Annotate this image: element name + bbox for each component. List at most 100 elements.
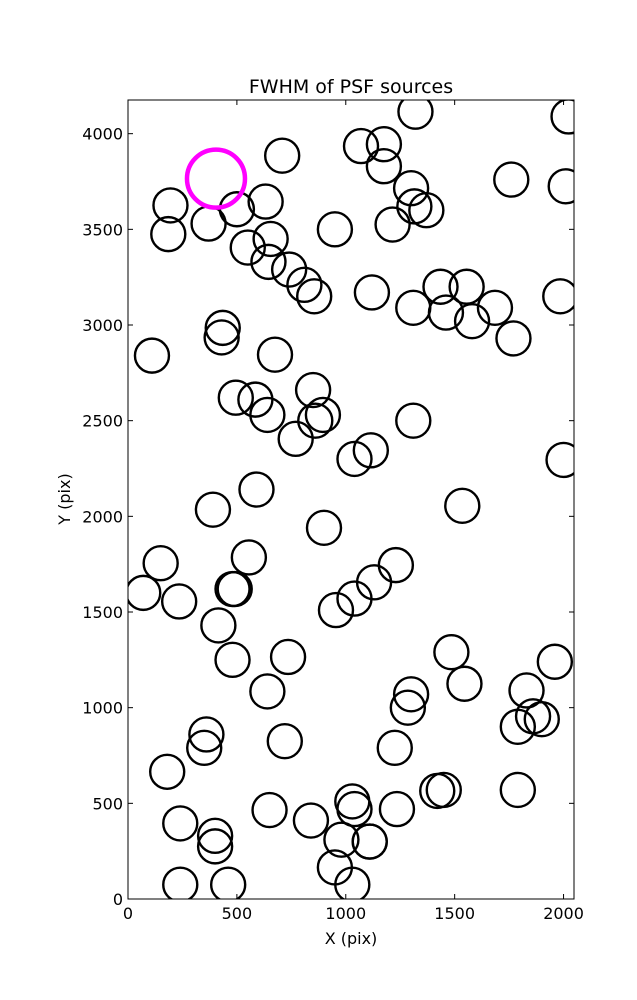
- source-marker: [249, 673, 286, 710]
- source-marker: [446, 665, 483, 702]
- y-tick-label: 4000: [82, 125, 123, 144]
- source-marker: [433, 633, 470, 671]
- source-marker: [495, 320, 532, 357]
- source-marker: [425, 771, 462, 809]
- source-marker: [476, 289, 514, 326]
- source-marker: [256, 336, 294, 373]
- source-marker: [351, 823, 388, 860]
- source-marker: [266, 722, 303, 760]
- source-marker: [365, 125, 403, 163]
- source-marker: [353, 274, 391, 311]
- source-marker: [545, 441, 574, 479]
- x-tick-label: 1500: [434, 904, 475, 923]
- source-marker: [150, 215, 187, 253]
- source-marker: [378, 790, 416, 828]
- source-marker: [142, 545, 179, 582]
- source-marker: [196, 828, 234, 865]
- highlight-marker: [184, 147, 248, 210]
- source-marker: [196, 817, 234, 855]
- source-marker: [397, 100, 434, 130]
- y-tick-label: 500: [92, 794, 123, 813]
- source-marker: [247, 183, 284, 220]
- source-marker: [294, 371, 332, 409]
- source-marker: [376, 729, 413, 767]
- source-marker: [448, 268, 485, 305]
- source-marker: [499, 771, 537, 809]
- y-tick-label: 2000: [82, 507, 123, 526]
- source-marker: [162, 866, 199, 899]
- source-marker: [427, 294, 465, 331]
- source-marker: [286, 266, 323, 304]
- x-axis-label: X (pix): [325, 929, 378, 948]
- y-tick-label: 3000: [82, 316, 123, 335]
- source-marker: [160, 583, 198, 620]
- source-marker: [250, 243, 287, 281]
- source-marker: [251, 791, 288, 829]
- source-marker: [304, 396, 342, 434]
- source-marker: [392, 676, 430, 713]
- source-marker: [217, 379, 254, 416]
- source-marker: [230, 539, 268, 576]
- source-marker: [194, 491, 232, 528]
- source-marker: [249, 396, 286, 434]
- source-marker: [389, 689, 427, 726]
- source-marker: [186, 729, 223, 767]
- y-axis-label: Y (pix): [55, 473, 74, 525]
- source-marker: [536, 643, 574, 680]
- source-marker: [493, 161, 530, 198]
- source-marker: [297, 402, 334, 439]
- x-tick-label: 1000: [325, 904, 366, 923]
- source-marker: [444, 487, 481, 525]
- axes: 0 500 1000 1500 2000 0 500 1000 1500 2000 2500 3000…: [82, 99, 584, 923]
- y-tick-label: 0: [113, 890, 123, 909]
- source-marker: [377, 546, 415, 584]
- source-marker: [550, 100, 574, 135]
- source-marker: [316, 211, 354, 248]
- chart-title: FWHM of PSF sources: [249, 76, 453, 98]
- source-marker: [342, 127, 380, 165]
- source-marker: [542, 278, 574, 315]
- source-marker: [295, 278, 333, 315]
- source-marker: [352, 432, 390, 469]
- source-marker: [395, 402, 432, 439]
- source-marker: [214, 641, 251, 679]
- source-marker: [188, 716, 225, 753]
- source-marker: [263, 137, 301, 174]
- source-marker: [133, 337, 171, 374]
- y-tick-label: 2500: [82, 412, 123, 431]
- source-marker: [237, 381, 274, 418]
- source-marker: [252, 220, 289, 258]
- source-marker: [374, 206, 411, 243]
- source-marker: [229, 229, 266, 266]
- source-marker: [547, 168, 574, 205]
- source-marker: [270, 251, 308, 288]
- source-marker: [238, 471, 275, 508]
- source-marker: [152, 187, 189, 224]
- source-marker: [453, 302, 491, 340]
- source-marker: [292, 802, 330, 839]
- plot-frame: [127, 99, 575, 900]
- y-tick-label: 3500: [82, 220, 123, 239]
- y-tick-label: 1000: [82, 699, 123, 718]
- x-tick-label: 2000: [543, 904, 584, 923]
- source-marker: [523, 700, 560, 738]
- source-marker: [419, 772, 456, 810]
- source-marker: [203, 319, 240, 356]
- source-marker: [162, 805, 199, 842]
- x-tick-label: 0: [123, 904, 133, 923]
- source-marker: [365, 148, 403, 185]
- source-marker: [204, 309, 241, 347]
- source-marker: [499, 708, 537, 746]
- source-marker: [214, 570, 251, 608]
- source-marker: [148, 753, 186, 790]
- source-marker: [269, 638, 307, 676]
- source-marker: [508, 672, 545, 709]
- source-marker: [200, 607, 237, 644]
- source-marker: [128, 574, 162, 612]
- source-marker: [396, 188, 433, 225]
- y-tick-label: 1500: [82, 603, 123, 622]
- source-marker: [336, 790, 373, 828]
- source-marker: [336, 440, 373, 478]
- x-tick-label: 500: [222, 904, 253, 923]
